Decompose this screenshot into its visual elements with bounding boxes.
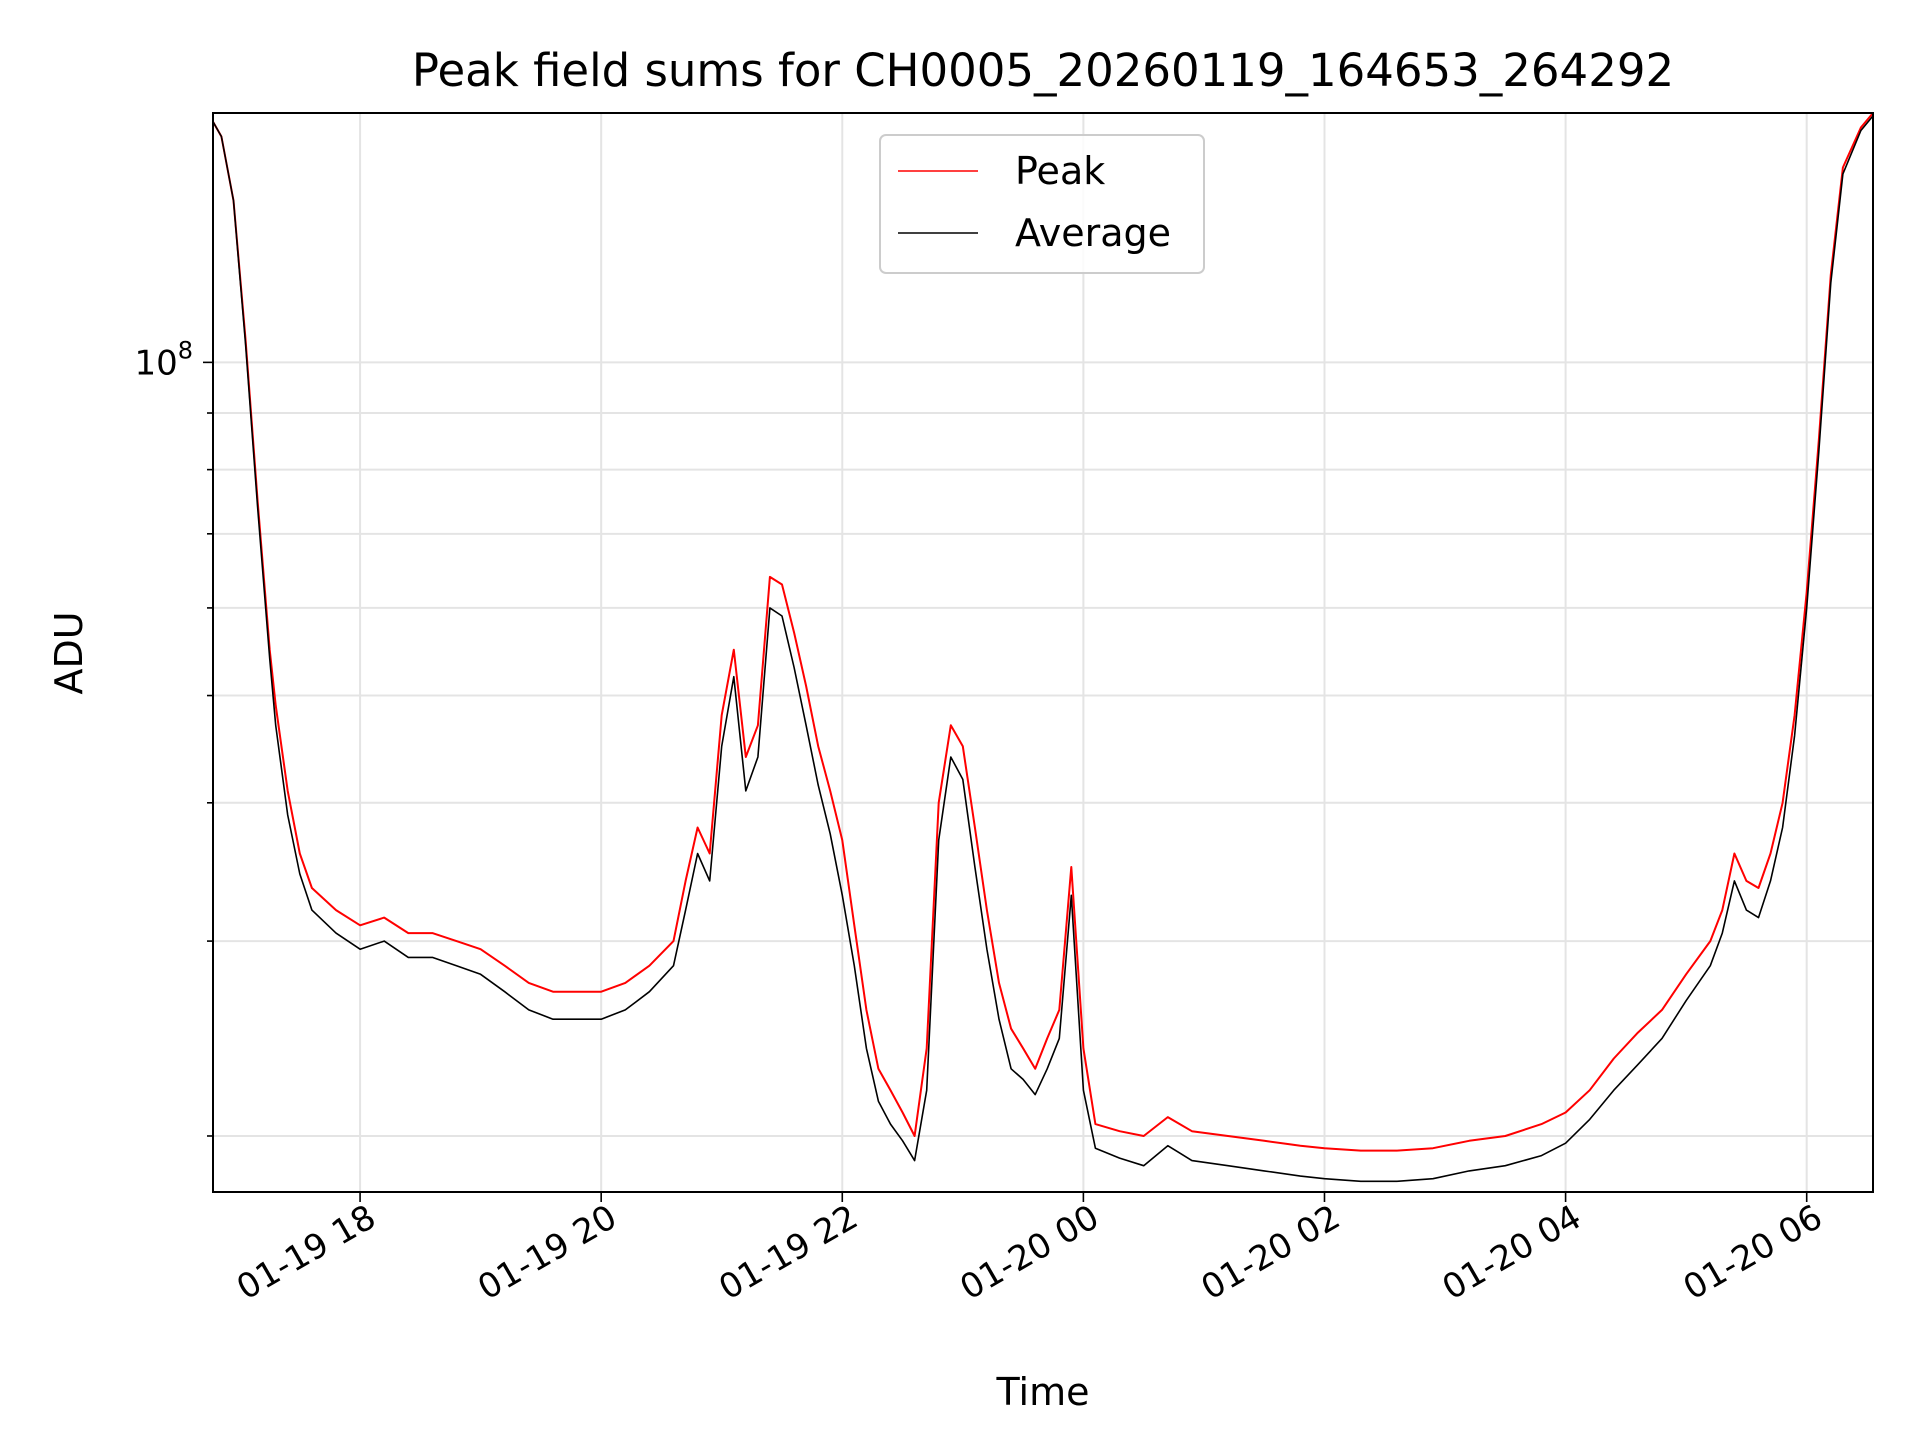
series-line-peak [212, 112, 1874, 1152]
legend-label-peak: Peak [1015, 149, 1105, 193]
legend-box [879, 134, 1205, 274]
plot-series [212, 112, 1874, 1183]
legend-label-average: Average [1015, 211, 1171, 255]
plot-frame [212, 112, 1874, 1193]
chart-title: Peak field sums for CH0005_20260119_1646… [412, 44, 1674, 97]
y-axis-label: ADU [47, 611, 91, 694]
grid [213, 113, 1873, 1192]
series-line-average [212, 115, 1874, 1183]
x-axis-label: Time [996, 1370, 1090, 1414]
legend: Peak Average [879, 134, 1205, 274]
y-tick-label-0: 108 [134, 336, 193, 383]
